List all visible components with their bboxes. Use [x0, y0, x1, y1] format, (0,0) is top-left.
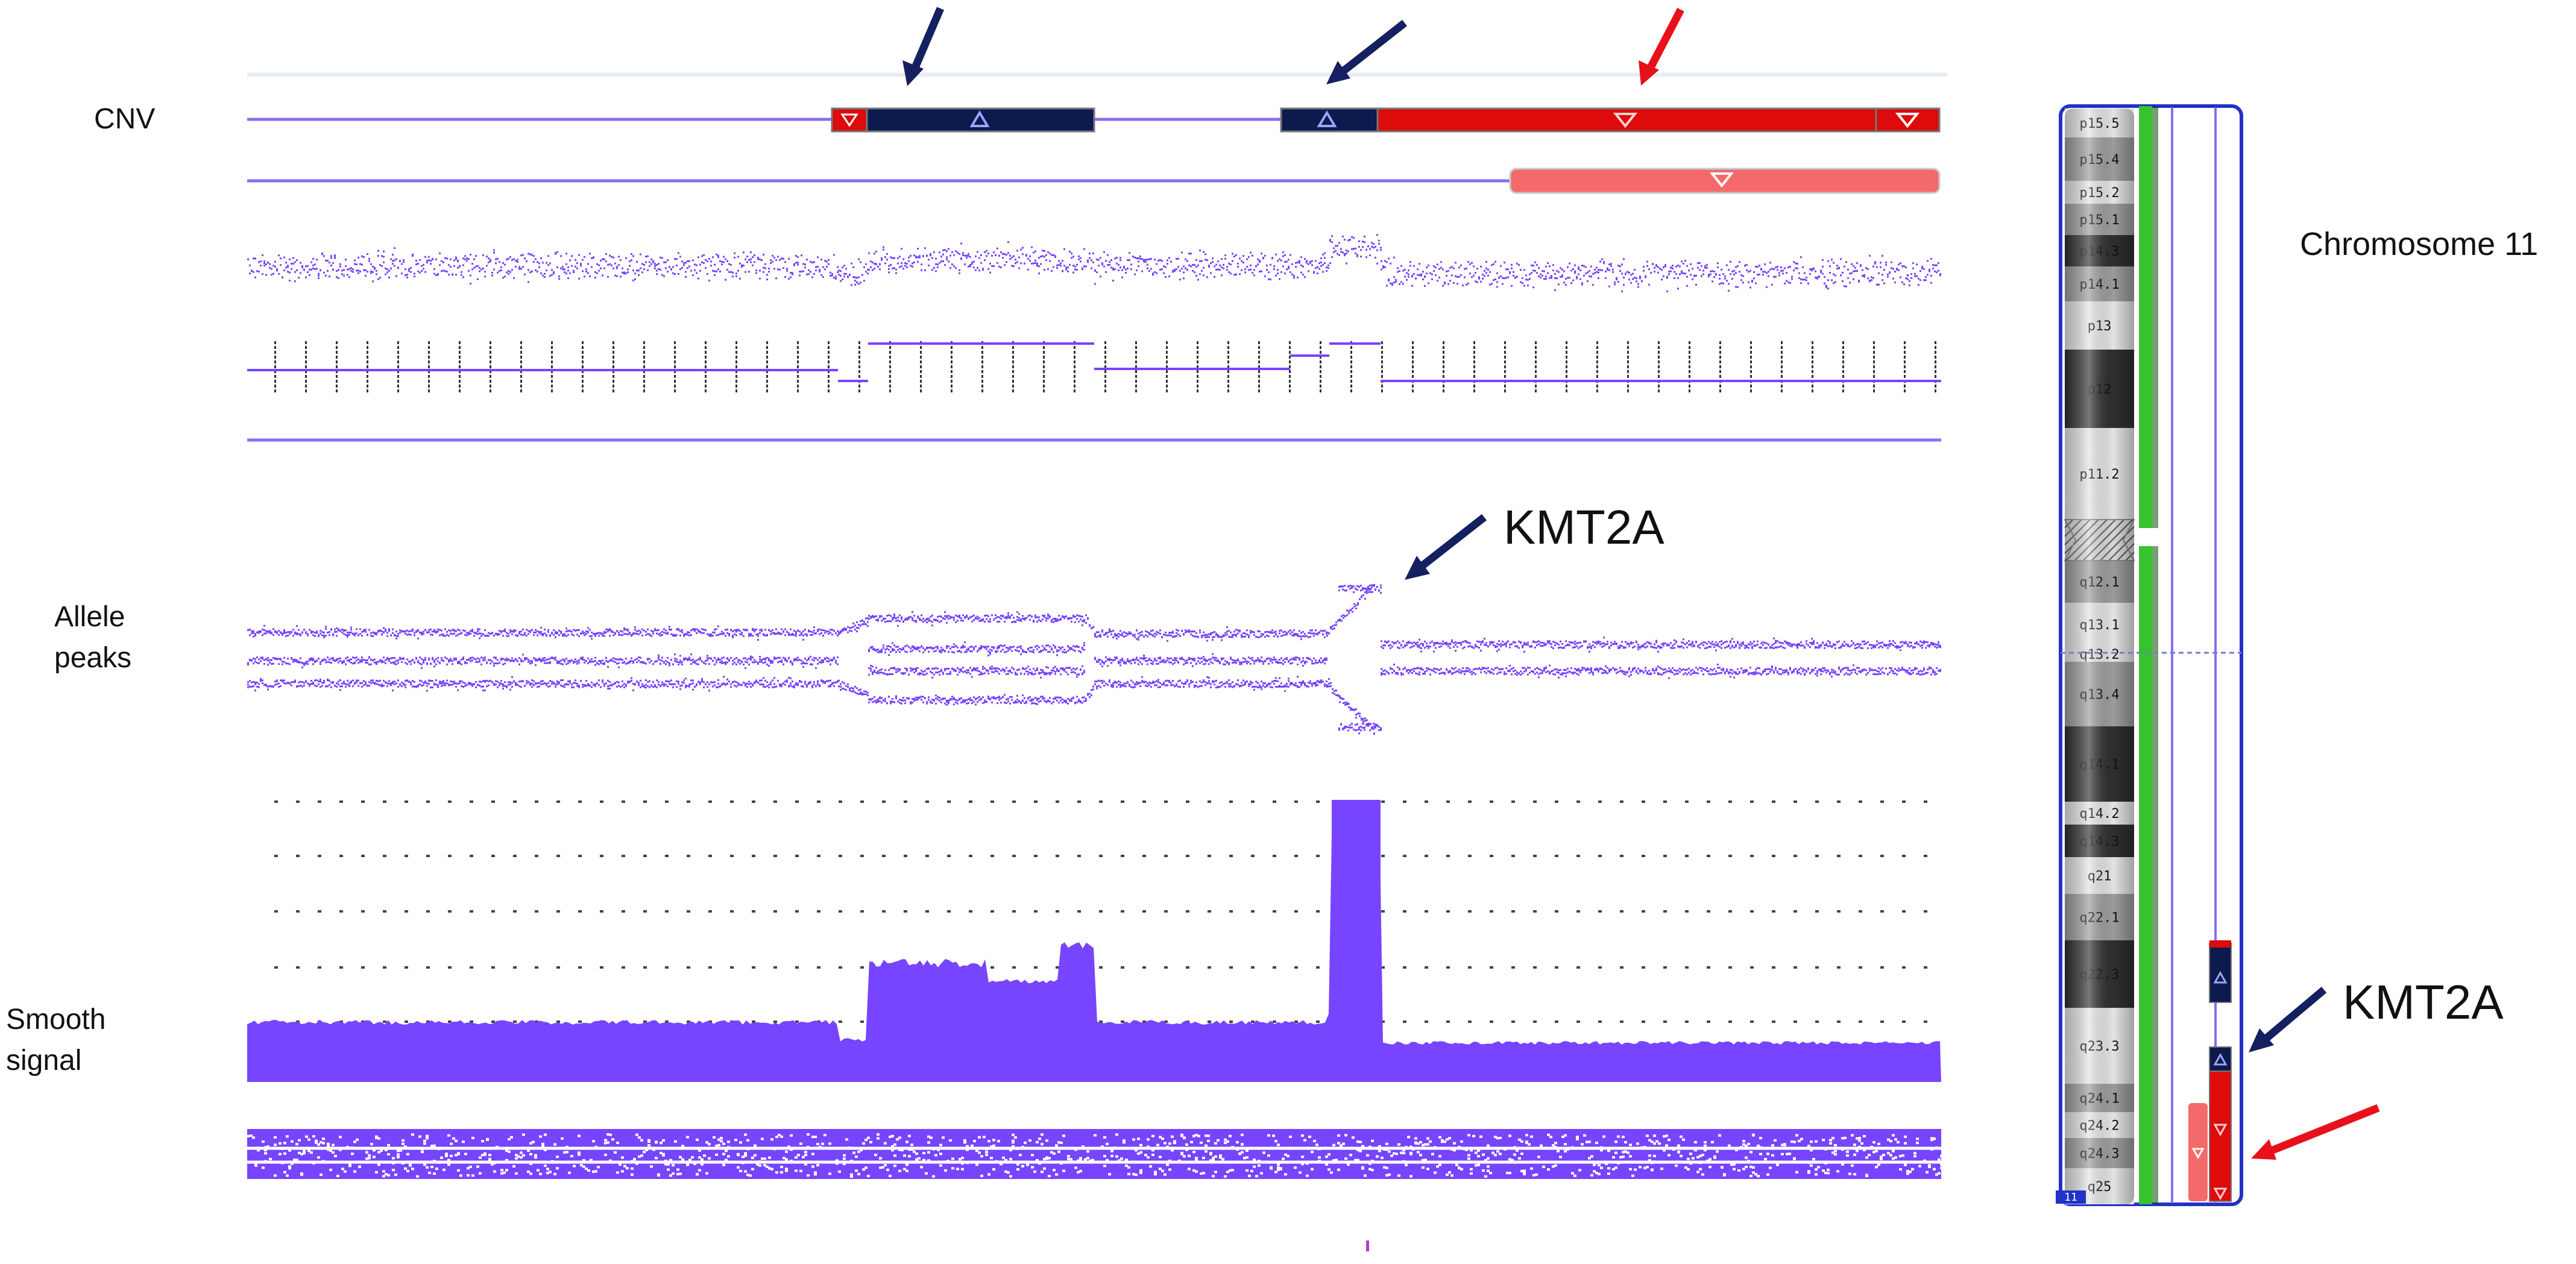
bottom-baf-strip: [247, 1129, 1943, 1179]
loss-triangle-icon: [1895, 113, 1920, 128]
ideogram-gain-segment-2: [2209, 1046, 2232, 1072]
probe-track: [247, 341, 1941, 442]
ideogram-coverage-p: [2139, 106, 2152, 528]
arrow-loss-ideogram-head: [2251, 1139, 2276, 1160]
probe-tick-marks: [274, 341, 1936, 392]
arrow-kmt2a-main: [1420, 514, 1487, 569]
cnv-calls-row-1: [247, 107, 1941, 133]
allele-peaks-label-line1: Allele: [54, 601, 125, 633]
ideogram-coverage-q-edge: [2152, 546, 2158, 1204]
gain-triangle-icon: [1317, 110, 1337, 127]
kmt2a-label-ideogram: KMT2A: [2343, 975, 2504, 1029]
ideogram-coverage-q: [2139, 546, 2152, 1204]
loss-triangle-icon: [2213, 1187, 2228, 1201]
cnv-calls-row-2: [247, 168, 1941, 194]
arrow-gain-1: [912, 7, 944, 69]
smooth-signal-label-line1: Smooth: [6, 1004, 106, 1036]
cnv-loss-end: [1875, 107, 1941, 133]
arrow-loss-ideogram: [2271, 1104, 2380, 1154]
allele-points: [247, 583, 1941, 735]
arrow-gain-2: [1340, 19, 1408, 75]
cnv-track-label: CNV: [94, 103, 156, 135]
loss-triangle-icon: [2191, 1148, 2205, 1160]
ideogram-coverage-p-edge: [2152, 106, 2158, 528]
arrow-loss: [1647, 7, 1684, 70]
gain-triangle-icon: [969, 110, 990, 127]
arrow-kmt2a-main-head: [1405, 556, 1430, 580]
ideogram-mosaic-loss-segment: [2188, 1103, 2208, 1201]
chromosome-ideogram: p15.5p15.4p15.2p15.1p14.3p14.1p13p12p11.…: [2056, 104, 2243, 1206]
ideogram-shading: [2065, 108, 2134, 1204]
arrow-loss-head: [1639, 60, 1659, 86]
arrow-kmt2a-ideogram: [2264, 987, 2327, 1041]
allele-peaks-track: [247, 583, 1941, 735]
loss-triangle-icon: [1613, 113, 1638, 128]
position-marker: [1366, 1240, 1369, 1251]
gain-triangle-icon: [2213, 1052, 2228, 1066]
smooth-signal-track: [247, 800, 1941, 1082]
smooth-signal-label: Smooth signal: [6, 999, 105, 1081]
loss-triangle-icon: [1709, 172, 1734, 188]
cnv-gain-segment-2: [1280, 107, 1379, 133]
smooth-signal-label-line2: signal: [6, 1045, 82, 1077]
chromosome-number-text: 11: [2064, 1191, 2077, 1204]
chromosome-number-badge: [2056, 1190, 2086, 1204]
arrow-gain-1-head: [902, 60, 924, 86]
allele-peaks-label-line2: peaks: [54, 642, 132, 674]
ideogram-loss-mark: [2209, 940, 2231, 948]
loss-triangle-icon: [2213, 1124, 2228, 1137]
allele-peaks-label: Allele peaks: [54, 597, 131, 679]
annotation-arrows: [902, 7, 2380, 1160]
log-ratio-points: [247, 234, 1941, 292]
loss-triangle-icon: [840, 113, 858, 127]
arrow-gain-2-head: [1326, 61, 1350, 84]
kmt2a-label-main: KMT2A: [1504, 500, 1664, 554]
smooth-signal-area: [247, 800, 1941, 1082]
arrow-kmt2a-ideogram-head: [2249, 1028, 2274, 1052]
smooth-signal-peak: [1332, 800, 1381, 1082]
chromosome-title: Chromosome 11: [2300, 226, 2539, 262]
cnv-loss-small: [831, 107, 868, 133]
gain-triangle-icon: [2213, 970, 2228, 984]
cnv-loss-segment: [1376, 107, 1877, 133]
log-ratio-track: [247, 234, 1941, 292]
